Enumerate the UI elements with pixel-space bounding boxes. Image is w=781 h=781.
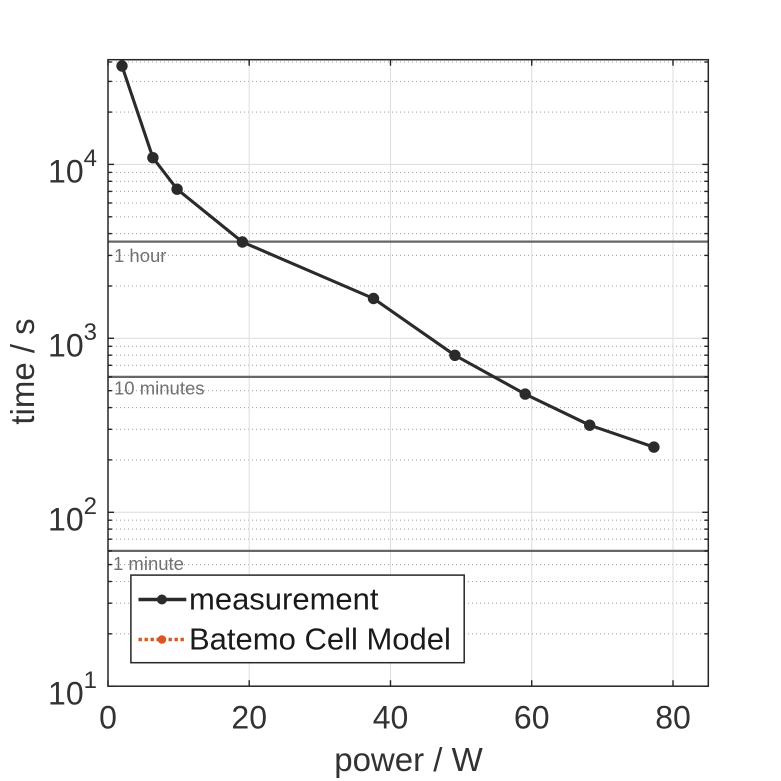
- svg-text:power / W: power / W: [334, 741, 483, 778]
- svg-text:time / s: time / s: [4, 318, 41, 424]
- svg-text:60: 60: [514, 700, 550, 736]
- svg-text:1 minute: 1 minute: [113, 553, 184, 574]
- svg-text:80: 80: [655, 700, 691, 736]
- svg-text:10 minutes: 10 minutes: [114, 378, 205, 399]
- svg-text:Batemo Cell Model: Batemo Cell Model: [189, 622, 451, 657]
- svg-text:1 hour: 1 hour: [114, 245, 166, 266]
- svg-text:40: 40: [373, 700, 409, 736]
- svg-text:0: 0: [99, 700, 117, 736]
- svg-text:20: 20: [231, 700, 267, 736]
- svg-text:measurement: measurement: [189, 582, 379, 617]
